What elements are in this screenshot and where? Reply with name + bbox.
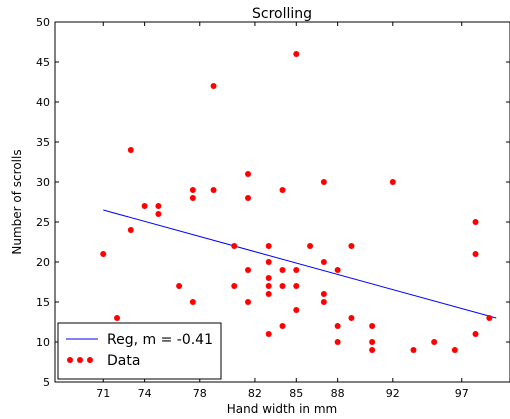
- chart-title: Scrolling: [252, 6, 312, 22]
- data-point: [231, 243, 238, 249]
- y-tick-label: 35: [36, 136, 50, 149]
- data-point: [320, 299, 327, 305]
- data-point: [369, 323, 376, 329]
- legend: Reg, m = -0.41 Data: [57, 322, 222, 380]
- data-point: [141, 203, 148, 209]
- y-tick-label: 45: [36, 56, 50, 69]
- data-point: [176, 283, 183, 289]
- data-point: [334, 267, 341, 273]
- data-point: [334, 323, 341, 329]
- x-tick-label: 88: [331, 387, 345, 400]
- data-point: [265, 331, 272, 337]
- data-point: [320, 291, 327, 297]
- regression-line: [103, 209, 497, 319]
- y-tick-label: 10: [36, 336, 50, 349]
- data-point: [472, 331, 479, 337]
- data-point: [472, 251, 479, 257]
- x-tick-label: 71: [96, 387, 110, 400]
- data-point: [245, 171, 252, 177]
- data-point: [472, 219, 479, 225]
- data-point: [114, 315, 121, 321]
- legend-marker-dot: [77, 357, 83, 363]
- data-point: [369, 347, 376, 353]
- data-point: [307, 243, 314, 249]
- legend-marker-dot: [67, 357, 73, 363]
- legend-marker-label: Data: [107, 353, 140, 369]
- data-point: [486, 315, 493, 321]
- data-point: [320, 179, 327, 185]
- data-point: [245, 299, 252, 305]
- data-point: [265, 283, 272, 289]
- data-point: [265, 243, 272, 249]
- data-point: [293, 267, 300, 273]
- data-point: [231, 283, 238, 289]
- x-tick-label: 78: [193, 387, 207, 400]
- x-tick-label: 82: [248, 387, 262, 400]
- data-point: [189, 187, 196, 193]
- data-point: [265, 259, 272, 265]
- data-point: [348, 315, 355, 321]
- data-point: [320, 259, 327, 265]
- y-tick-label: 40: [36, 96, 50, 109]
- data-point: [279, 283, 286, 289]
- data-point: [265, 291, 272, 297]
- data-point: [348, 243, 355, 249]
- y-axis-label: Number of scrolls: [10, 149, 24, 254]
- y-axis-ticks: 5 10 15 20 25 30 35 40 45 50: [36, 16, 510, 389]
- data-point: [189, 299, 196, 305]
- y-tick-label: 5: [43, 376, 50, 389]
- data-point: [334, 339, 341, 345]
- legend-line-label: Reg, m = -0.41: [107, 332, 213, 348]
- y-tick-label: 15: [36, 296, 50, 309]
- data-point: [279, 323, 286, 329]
- data-point: [369, 339, 376, 345]
- data-point: [279, 187, 286, 193]
- legend-marker-swatch: [67, 357, 93, 363]
- x-tick-label: 85: [289, 387, 303, 400]
- y-tick-label: 50: [36, 16, 50, 29]
- data-point: [293, 283, 300, 289]
- data-point: [431, 339, 438, 345]
- x-axis-ticks: 71 74 78 82 85 88 92 97: [96, 22, 469, 400]
- y-tick-label: 20: [36, 256, 50, 269]
- data-point: [210, 83, 217, 89]
- data-point: [155, 203, 162, 209]
- data-point: [293, 307, 300, 313]
- data-point: [100, 251, 107, 257]
- data-point: [293, 51, 300, 57]
- legend-marker-dot: [87, 357, 93, 363]
- x-tick-label: 97: [455, 387, 469, 400]
- legend-frame: [57, 322, 222, 380]
- data-point: [265, 275, 272, 281]
- data-point: [155, 211, 162, 217]
- data-point: [189, 195, 196, 201]
- data-point: [279, 267, 286, 273]
- plot-area-frame: [54, 21, 510, 383]
- data-point: [410, 347, 417, 353]
- y-tick-label: 25: [36, 216, 50, 229]
- x-tick-label: 92: [386, 387, 400, 400]
- y-tick-label: 30: [36, 176, 50, 189]
- x-axis-label: Hand width in mm: [227, 402, 337, 416]
- data-point: [127, 147, 134, 153]
- data-point: [127, 227, 134, 233]
- data-point: [210, 187, 217, 193]
- x-tick-label: 74: [138, 387, 152, 400]
- series-layer: [100, 51, 497, 353]
- data-point: [245, 267, 252, 273]
- data-point: [451, 347, 458, 353]
- data-point: [245, 195, 252, 201]
- data-point: [389, 179, 396, 185]
